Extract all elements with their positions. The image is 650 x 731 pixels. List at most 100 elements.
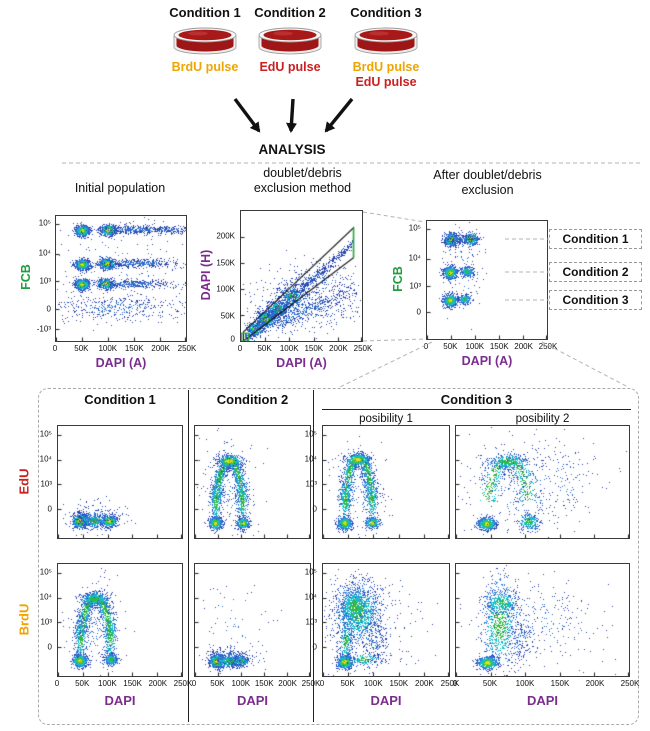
x-tick-label: 50K xyxy=(75,679,90,688)
condition-1-setup: Condition 1 BrdU pulse xyxy=(160,5,250,75)
x-tick-label: 100K xyxy=(231,679,251,688)
edu-condition3-possibility2-scatter xyxy=(456,426,629,538)
x-tick-label: 200K xyxy=(151,344,170,353)
condition-3-underline xyxy=(322,409,631,410)
row-label-edu: EdU xyxy=(16,468,32,495)
edu-condition1-plot xyxy=(57,425,183,539)
y-tick-label: 0 xyxy=(47,504,52,514)
x-tick-label: 0 xyxy=(319,679,325,688)
brdu-condition3-possibility1-scatter xyxy=(323,564,449,676)
edu-condition3-possibility1-plot xyxy=(322,425,450,539)
x-tick-label: 100K xyxy=(279,344,299,353)
x-tick-label: 150K xyxy=(304,344,324,353)
x-axis-label-dapi: DAPI xyxy=(236,693,269,708)
y-tick-labels: 200K 150K 100K 50K 0 xyxy=(214,210,238,344)
y-tick-label: 0 xyxy=(312,642,317,652)
x-tick-labels: 0 50K 100K 150K 200K 250K xyxy=(53,344,197,354)
edu-condition3-possibility2-plot xyxy=(455,425,630,539)
x-tick-label: 200K xyxy=(148,679,168,688)
brdu-condition2-plot xyxy=(194,563,311,677)
y-tick-label: 0 xyxy=(312,504,317,514)
x-axis-label-dapi: DAPI xyxy=(370,693,402,708)
brdu-condition3-possibility2-plot xyxy=(455,563,630,677)
y-tick-label: 0 xyxy=(46,304,51,314)
y-tick-label: 10⁵ xyxy=(304,429,317,439)
brdu-condition2-scatter xyxy=(195,564,310,676)
edu-condition3-possibility1-scatter xyxy=(323,426,449,538)
plot-title-doublet-exclusion: doublet/debris exclusion method xyxy=(225,166,380,196)
x-axis-label-dapi-a: DAPI (A) xyxy=(276,356,327,370)
edu-pulse-label: EdU pulse xyxy=(355,75,417,89)
y-tick-label: 10⁴ xyxy=(304,454,317,464)
initial-population-scatter xyxy=(56,216,186,341)
x-tick-label: 0 xyxy=(191,679,197,688)
panel-header-condition-1: Condition 1 xyxy=(84,392,156,407)
x-tick-label: 250K xyxy=(301,679,321,688)
workflow-arrows-icon xyxy=(233,97,354,133)
x-tick-label: 150K xyxy=(389,679,409,688)
x-tick-label: 0 xyxy=(54,679,60,688)
x-axis-label-dapi-a: DAPI (A) xyxy=(461,354,513,368)
x-tick-labels: 0 50K 100K 150K 200K 250K xyxy=(424,342,558,352)
y-tick-label: 10³ xyxy=(39,276,51,286)
brdu-condition3-possibility2-scatter xyxy=(456,564,629,676)
x-tick-label: 0 xyxy=(237,344,243,353)
x-tick-label: 50K xyxy=(340,679,355,688)
x-tick-label: 250K xyxy=(173,679,193,688)
y-tick-label: -10³ xyxy=(36,324,51,334)
x-tick-label: 200K xyxy=(415,679,434,688)
condition-2-tag: Condition 2 xyxy=(549,262,642,282)
plot-title-initial-population: Initial population xyxy=(40,181,200,196)
condition-1-label: Condition 1 xyxy=(169,5,241,20)
panel-header-condition-3: Condition 3 xyxy=(440,392,513,407)
x-tick-label: 100K xyxy=(515,679,535,688)
x-axis-label-dapi-a: DAPI (A) xyxy=(95,356,147,370)
possibility-1-label: posibility 1 xyxy=(359,413,413,425)
y-tick-label: 0 xyxy=(416,307,421,317)
y-tick-label: 10³ xyxy=(40,617,52,627)
x-tick-label: 200K xyxy=(329,344,348,353)
x-tick-label: 50K xyxy=(482,679,498,688)
x-tick-label: 250K xyxy=(538,342,558,351)
y-tick-label: 10⁵ xyxy=(304,567,317,577)
x-tick-label: 150K xyxy=(123,679,142,688)
brdu-condition1-scatter xyxy=(58,564,182,676)
x-tick-label: 150K xyxy=(550,679,570,688)
x-tick-label: 50K xyxy=(210,679,225,688)
x-axis-label-dapi: DAPI xyxy=(104,693,136,708)
y-tick-label: 150K xyxy=(216,258,235,268)
y-axis-label-dapi-h: DAPI (H) xyxy=(199,249,213,301)
y-tick-labels: 10⁵ 10⁴ 10³ 0 xyxy=(299,563,320,677)
plot-title-line: After doublet/debris xyxy=(433,168,542,182)
x-tick-label: 250K xyxy=(353,344,373,353)
petri-dish-icon xyxy=(258,27,322,55)
condition-2-setup: Condition 2 EdU pulse xyxy=(245,5,335,75)
y-tick-label: 10⁵ xyxy=(39,567,52,577)
y-tick-label: 0 xyxy=(230,334,235,344)
y-tick-label: 10³ xyxy=(305,617,317,627)
x-tick-labels: 0 50K 100K 150K 200K 250K xyxy=(237,344,373,354)
y-tick-label: 50K xyxy=(220,311,235,321)
y-tick-label: 0 xyxy=(47,642,52,652)
y-tick-label: 10³ xyxy=(305,479,317,489)
condition-1-tag: Condition 1 xyxy=(549,229,642,249)
y-tick-label: 10⁴ xyxy=(408,253,421,263)
x-tick-label: 200K xyxy=(514,342,533,351)
plot-title-after-exclusion: After doublet/debris exclusion xyxy=(410,168,565,198)
results-panel xyxy=(38,388,639,725)
brdu-pulse-label: BrdU pulse xyxy=(352,60,420,74)
x-tick-label: 200K xyxy=(278,679,297,688)
y-tick-label: 10⁴ xyxy=(39,592,52,602)
x-tick-labels: 0 50K 100K 150K 200K 250K xyxy=(54,679,193,689)
edu-pulse-label: EdU pulse xyxy=(259,60,321,74)
x-tick-label: 100K xyxy=(363,679,383,688)
y-tick-label: 100K xyxy=(216,284,235,294)
panel-header-condition-2: Condition 2 xyxy=(216,392,289,407)
y-tick-label: 10⁵ xyxy=(39,429,52,439)
panel-divider xyxy=(313,390,314,722)
x-tick-label: 50K xyxy=(74,344,89,353)
brdu-condition1-plot xyxy=(57,563,183,677)
x-tick-label: 250K xyxy=(177,344,197,353)
doublet-exclusion-scatter xyxy=(241,211,362,341)
